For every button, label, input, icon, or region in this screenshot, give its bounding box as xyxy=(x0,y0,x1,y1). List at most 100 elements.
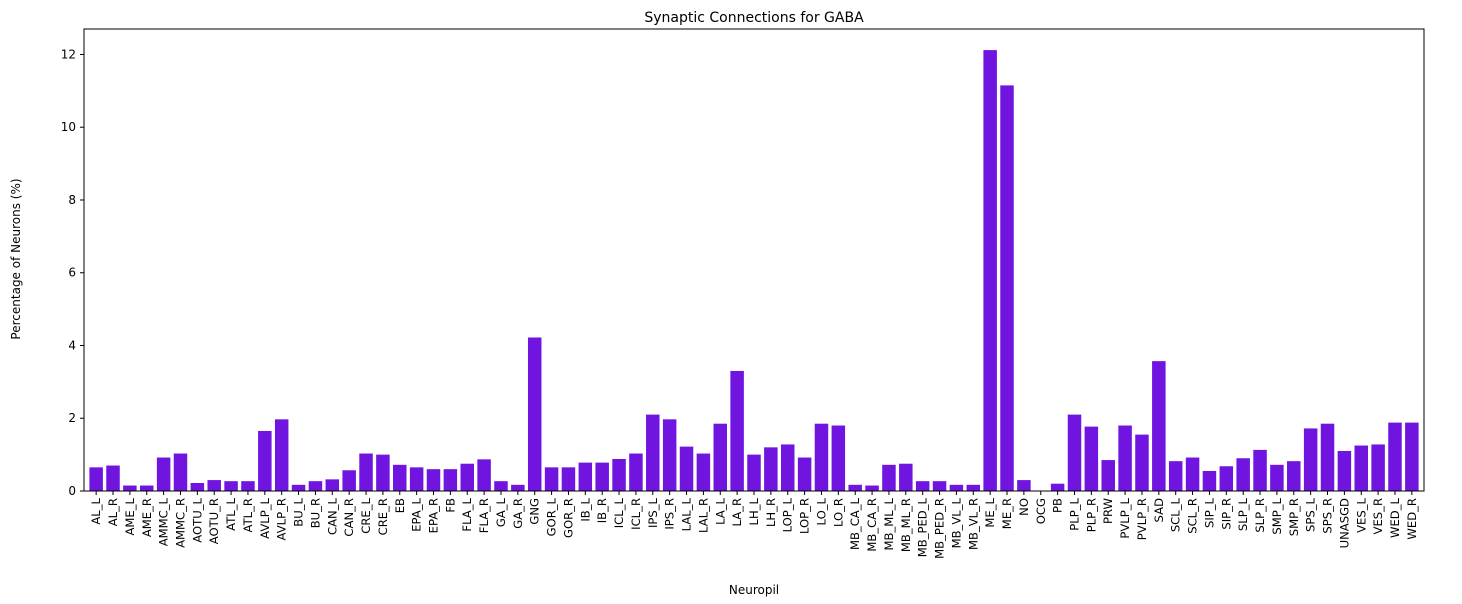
bar-aotu-r xyxy=(207,480,221,491)
bar-ame-l xyxy=(123,485,137,491)
x-tick-label: SCL_L xyxy=(1169,497,1183,532)
bar-lal-l xyxy=(679,446,694,491)
bar-lo-l xyxy=(814,423,829,491)
x-tick-label: VES_L xyxy=(1354,497,1368,532)
bar-mb-ca-r xyxy=(865,485,879,491)
x-tick-label: ATL_L xyxy=(224,497,238,530)
bar-icl-r xyxy=(629,453,643,491)
x-tick-label: LA_L xyxy=(713,497,727,524)
bar-la-r xyxy=(730,370,744,491)
bar-atl-l xyxy=(224,481,238,491)
x-tick-label: FLA_L xyxy=(460,497,474,531)
y-axis: 0 2 4 6 8 10 12 xyxy=(61,47,84,498)
x-tick-label: CRE_L xyxy=(359,497,373,533)
bar-cre-r xyxy=(376,454,390,491)
x-tick-label: GOR_R xyxy=(561,498,575,538)
x-tick-label: LH_L xyxy=(747,497,761,525)
bar-mb-ml-r xyxy=(899,463,913,491)
bar-al-r xyxy=(106,465,120,491)
x-tick-label: MB_CA_L xyxy=(848,497,862,550)
bar-ves-l xyxy=(1354,445,1368,491)
bar-fb xyxy=(443,469,458,491)
bar-mb-vl-r xyxy=(966,484,981,491)
x-tick-label: FB xyxy=(443,498,457,513)
x-tick-label: FLA_R xyxy=(477,498,491,533)
x-tick-label: LH_R xyxy=(764,498,778,527)
x-tick-label: AVLP_L xyxy=(258,497,272,538)
bar-ame-r xyxy=(140,485,154,491)
x-tick-label: LA_R xyxy=(730,498,744,527)
bar-no xyxy=(1017,480,1031,491)
x-tick-label: SIP_R xyxy=(1219,498,1233,530)
bar-me-l xyxy=(983,50,997,491)
x-tick-label: PVLP_L xyxy=(1118,497,1132,538)
bar-wed-l xyxy=(1388,422,1402,491)
x-tick-label: ICL_R xyxy=(629,498,643,530)
x-tick-label: NO xyxy=(1017,498,1031,516)
bar-scl-r xyxy=(1185,457,1200,491)
x-tick-label: PVLP_R xyxy=(1135,498,1149,540)
bar-prw xyxy=(1101,460,1115,491)
bar-smp-l xyxy=(1270,464,1284,491)
bar-icl-l xyxy=(612,458,626,491)
x-tick-label: AL_L xyxy=(89,497,103,524)
x-tick-label: AVLP_R xyxy=(275,498,289,540)
bar-sip-r xyxy=(1219,466,1234,491)
x-tick-label: SPS_L xyxy=(1304,497,1318,532)
bar-ib-l xyxy=(578,462,593,491)
bar-al-l xyxy=(89,467,103,491)
x-tick-label: SPS_R xyxy=(1321,498,1335,534)
bar-eb xyxy=(393,464,407,491)
x-tick-label: ME_R xyxy=(1000,498,1014,529)
y-tick-label: 2 xyxy=(68,411,76,425)
bar-mb-vl-l xyxy=(949,484,964,491)
bar-ips-l xyxy=(646,414,660,491)
x-tick-label: ME_L xyxy=(983,497,997,527)
x-tick-label: SLP_R xyxy=(1253,498,1267,533)
x-tick-label: MB_CA_R xyxy=(865,498,879,552)
x-tick-label: MB_VL_L xyxy=(949,497,963,548)
x-tick-label: LOP_L xyxy=(781,497,795,532)
bar-smp-r xyxy=(1287,461,1301,491)
bar-plp-r xyxy=(1084,426,1099,491)
bar-mb-ped-r xyxy=(932,481,947,491)
y-tick-label: 0 xyxy=(68,484,76,498)
x-tick-label: WED_R xyxy=(1405,498,1419,540)
bar-lop-r xyxy=(797,457,812,491)
x-tick-label: AOTU_L xyxy=(190,497,204,542)
bar-lh-l xyxy=(747,454,761,491)
x-tick-label: GOR_L xyxy=(545,497,559,536)
x-tick-label: PB xyxy=(1051,498,1065,513)
y-axis-label: Percentage of Neurons (%) xyxy=(9,178,23,339)
bar-can-r xyxy=(342,470,356,491)
x-tick-label: PLP_R xyxy=(1084,498,1098,532)
bar-epa-r xyxy=(426,469,441,491)
bar-ib-r xyxy=(595,462,609,491)
x-tick-label: BU_R xyxy=(308,498,322,528)
bar-avlp-l xyxy=(258,430,272,491)
bar-ga-r xyxy=(511,484,525,491)
x-tick-label: LAL_L xyxy=(680,497,694,531)
bar-ips-r xyxy=(662,419,677,491)
x-axis: AL_L AL_R AME_L AME_R AMMC_L AMMC_R AOTU_L AOTU… xyxy=(89,491,1419,559)
x-tick-label: MB_ML_R xyxy=(899,498,913,552)
bar-scl-l xyxy=(1168,461,1183,491)
bar-lh-r xyxy=(764,447,778,491)
x-tick-label: WED_L xyxy=(1388,497,1402,538)
x-tick-label: LO_L xyxy=(814,497,828,525)
bar-avlp-r xyxy=(274,419,289,491)
bar-slp-r xyxy=(1253,449,1267,491)
x-tick-label: SLP_L xyxy=(1236,497,1250,531)
x-tick-label: IPS_L xyxy=(646,497,660,528)
bar-bu-r xyxy=(308,481,323,491)
bar-bu-l xyxy=(291,484,306,491)
x-tick-label: BU_L xyxy=(292,497,306,526)
bar-lop-l xyxy=(780,444,795,491)
x-tick-label: MB_ML_L xyxy=(882,497,896,550)
bar-fla-r xyxy=(477,459,491,491)
bar-slp-l xyxy=(1236,458,1250,491)
bar-ga-l xyxy=(494,481,508,491)
bar-gng xyxy=(527,337,542,491)
x-tick-label: SIP_L xyxy=(1202,497,1216,528)
